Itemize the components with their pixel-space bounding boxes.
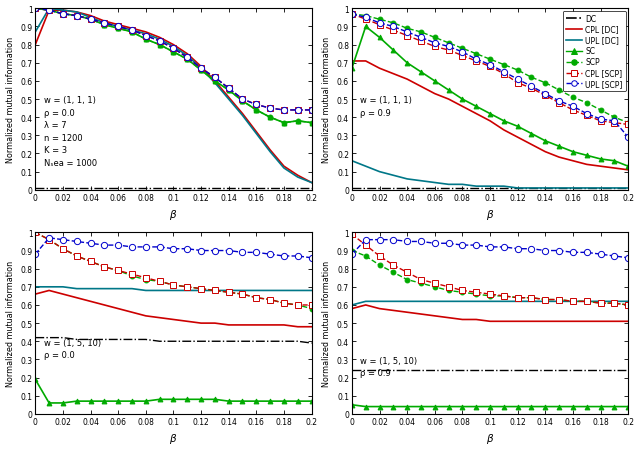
Y-axis label: Normalized mutual information: Normalized mutual information: [6, 261, 15, 387]
Y-axis label: Normalized mutual information: Normalized mutual information: [323, 37, 332, 163]
Text: w = (1, 5, 10)
ρ = 0.0: w = (1, 5, 10) ρ = 0.0: [44, 338, 100, 359]
X-axis label: $\beta$: $\beta$: [486, 207, 494, 221]
Y-axis label: Normalized mutual information: Normalized mutual information: [323, 261, 332, 387]
X-axis label: $\beta$: $\beta$: [169, 431, 177, 445]
Legend: DC, CPL [DC], UPL [DC], SC, SCP, CPL [SCP], UPL [SCP]: DC, CPL [DC], UPL [DC], SC, SCP, CPL [SC…: [563, 12, 626, 92]
Y-axis label: Normalized mutual information: Normalized mutual information: [6, 37, 15, 163]
X-axis label: $\beta$: $\beta$: [169, 207, 177, 221]
Text: w = (1, 5, 10)
ρ = 0.9: w = (1, 5, 10) ρ = 0.9: [360, 356, 417, 377]
Text: w = (1, 1, 1)
ρ = 0.9: w = (1, 1, 1) ρ = 0.9: [360, 96, 412, 118]
Text: w = (1, 1, 1)
ρ = 0.0
λ = 7
n = 1200
K = 3
Nₛea = 1000: w = (1, 1, 1) ρ = 0.0 λ = 7 n = 1200 K =…: [44, 96, 97, 168]
X-axis label: $\beta$: $\beta$: [486, 431, 494, 445]
